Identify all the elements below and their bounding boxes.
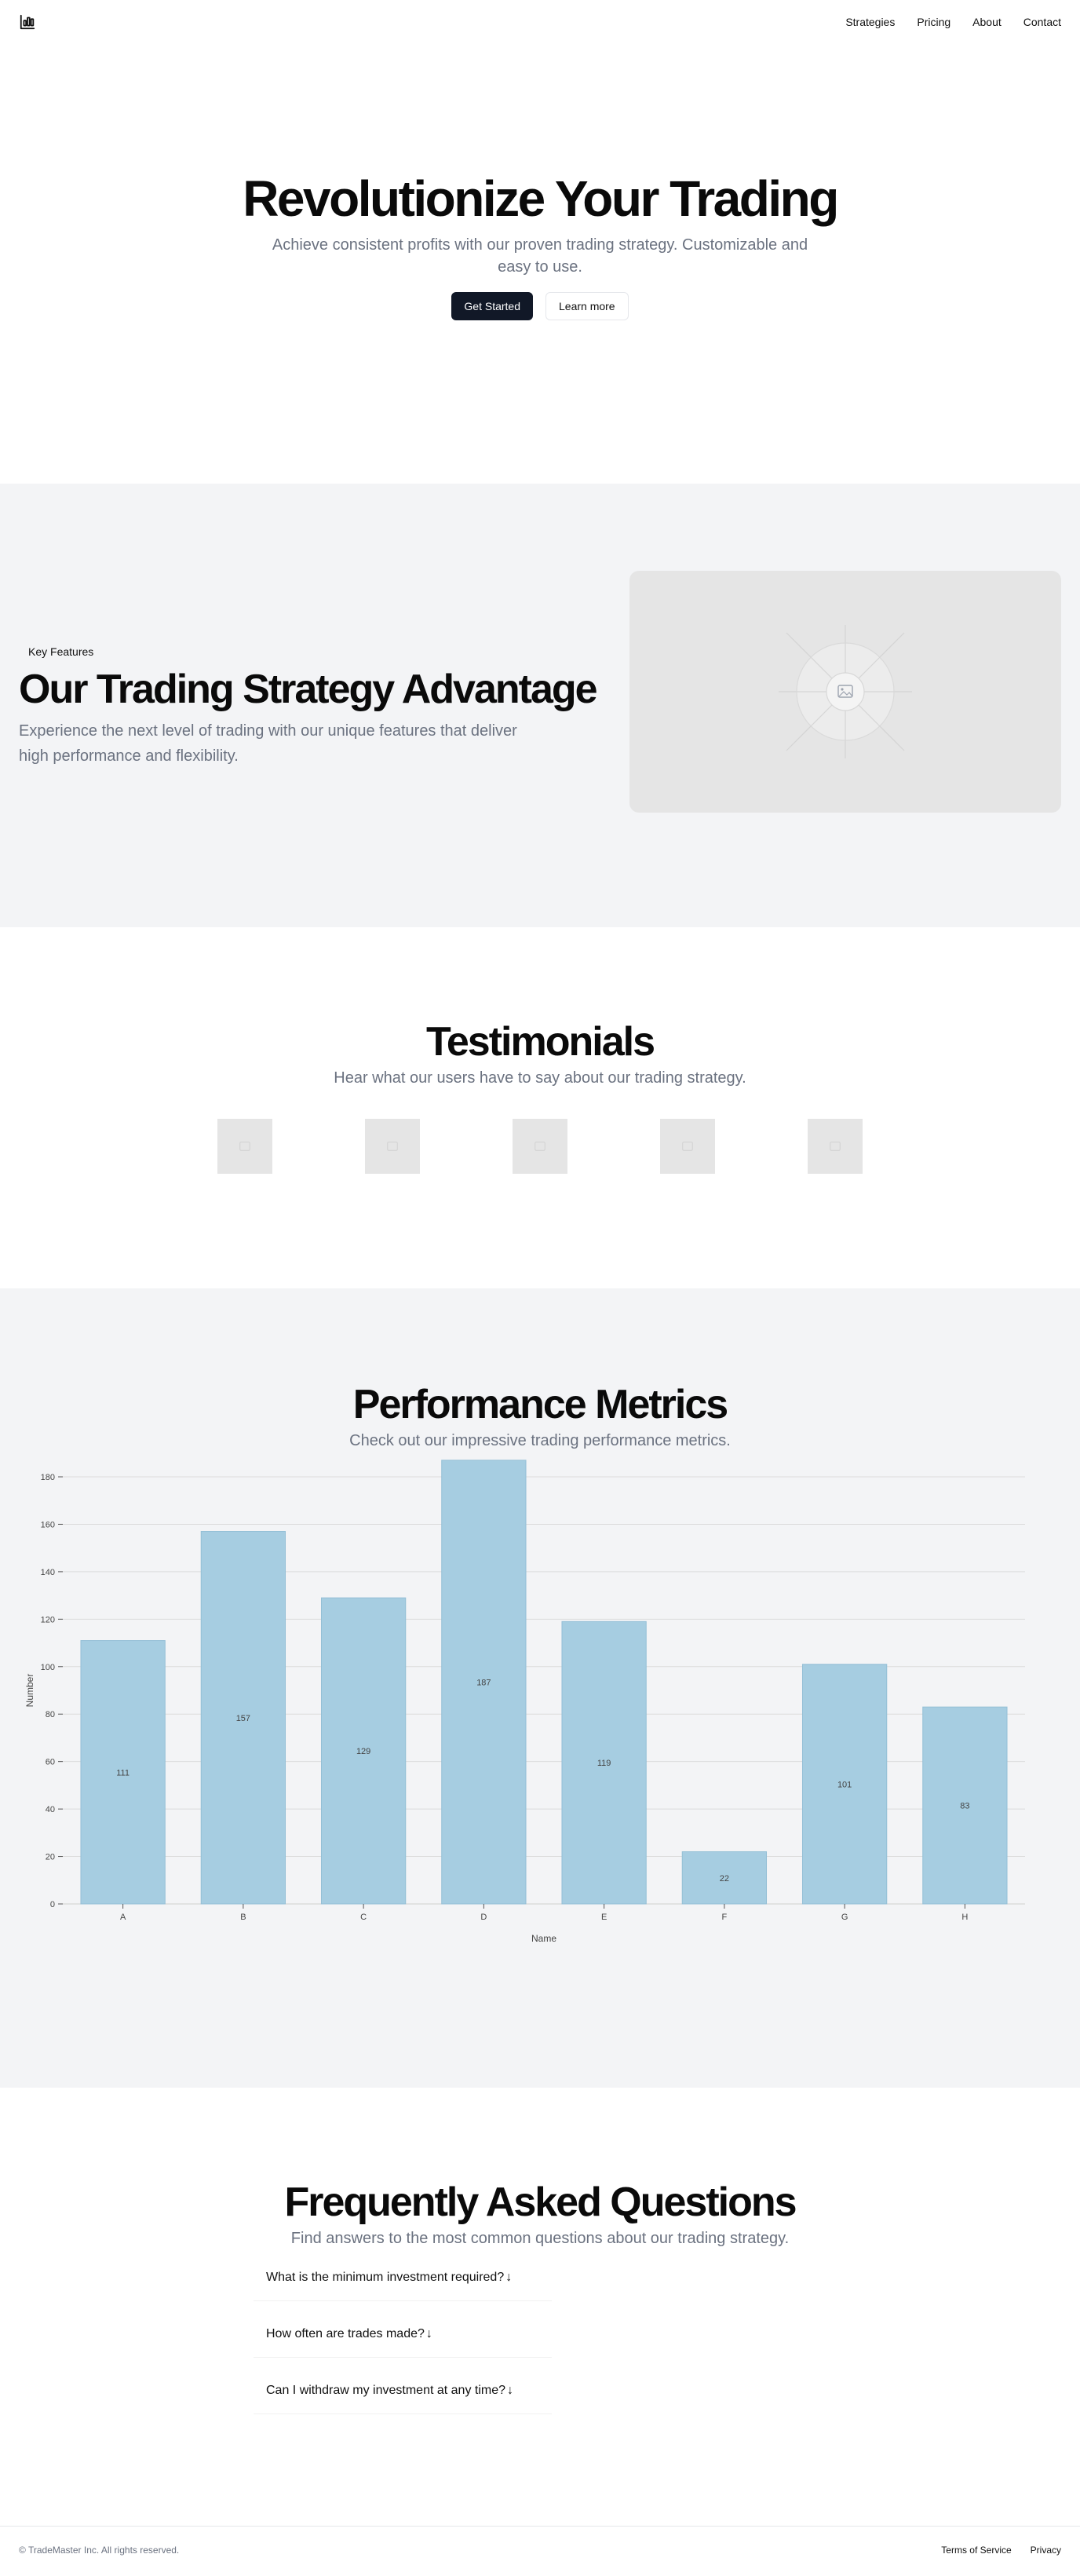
chart-bar [441, 1460, 527, 1905]
copyright-text: © TradeMaster Inc. All rights reserved. [19, 2544, 180, 2556]
testimonials-subtitle: Hear what our users have to say about ou… [334, 1069, 746, 1087]
testimonials-section: Testimonials Hear what our users have to… [0, 927, 1080, 1288]
chart-bar [200, 1531, 286, 1905]
nav-pricing[interactable]: Pricing [917, 16, 951, 28]
bar-value-label: 22 [720, 1874, 729, 1884]
features-text: Key Features Our Trading Strategy Advant… [19, 642, 600, 769]
nav-about[interactable]: About [972, 16, 1002, 28]
nav-contact[interactable]: Contact [1023, 16, 1061, 28]
testimonial-avatar [217, 1119, 272, 1175]
hero-title: Revolutionize Your Trading [243, 170, 839, 228]
faq-question-text: Can I withdraw my investment at any time… [266, 2383, 506, 2397]
hero-section: Revolutionize Your Trading Achieve consi… [0, 44, 1080, 484]
chart-bar [80, 1640, 166, 1905]
feature-image-placeholder [629, 570, 1061, 813]
faq-question-text: What is the minimum investment required? [266, 2270, 505, 2284]
x-tick-label: D [480, 1913, 487, 1922]
faq-section: Frequently Asked Questions Find answers … [0, 2088, 1080, 2526]
chart-bar [320, 1597, 407, 1905]
image-icon [535, 1142, 545, 1152]
x-tick-label: E [601, 1913, 607, 1922]
features-section: Key Features Our Trading Strategy Advant… [0, 484, 1080, 927]
chart-bar [801, 1664, 888, 1905]
metrics-title: Performance Metrics [352, 1382, 728, 1427]
image-icon [830, 1142, 841, 1152]
features-description: Experience the next level of trading wit… [19, 722, 517, 765]
bar-value-label: 187 [476, 1679, 491, 1688]
y-tick-label: 180 [41, 1473, 55, 1482]
nav-strategies[interactable]: Strategies [845, 16, 896, 28]
testimonial-avatar [365, 1119, 420, 1175]
bar-value-label: 111 [116, 1768, 130, 1778]
chart-bar [561, 1621, 647, 1905]
privacy-link[interactable]: Privacy [1030, 2544, 1061, 2556]
faq-question-text: How often are trades made? [266, 2326, 425, 2340]
arrow-down-icon: ↓ [507, 2383, 514, 2397]
x-tick-label: G [841, 1913, 848, 1922]
x-tick-label: C [360, 1913, 367, 1922]
image-placeholder-icon [779, 624, 912, 758]
bar-value-label: 119 [597, 1759, 611, 1768]
site-header: Strategies Pricing About Contact [0, 0, 1080, 44]
y-tick-label: 60 [46, 1758, 55, 1767]
y-tick-label: 40 [46, 1805, 55, 1814]
get-started-button[interactable]: Get Started [451, 291, 533, 320]
x-axis-title: Name [531, 1933, 556, 1944]
testimonial-avatar [660, 1119, 715, 1175]
features-title: Our Trading Strategy Advantage [19, 666, 598, 712]
learn-more-button[interactable]: Learn more [545, 291, 629, 320]
y-tick-label: 120 [41, 1616, 55, 1625]
y-tick-label: 80 [46, 1710, 55, 1719]
image-icon [682, 1142, 693, 1152]
y-tick-label: 160 [41, 1521, 55, 1530]
metrics-section: Performance Metrics Check out our impres… [0, 1288, 1080, 2088]
bar-value-label: 101 [837, 1781, 852, 1790]
performance-bar-chart: 0 20 40 60 80 100 120 140 160 180 111 A 157 B 129 C 187 D… [24, 1460, 1025, 1944]
site-footer: © TradeMaster Inc. All rights reserved. … [0, 2526, 1080, 2573]
y-tick-label: 100 [41, 1663, 55, 1672]
arrow-down-icon: ↓ [425, 2326, 432, 2340]
bar-value-label: 157 [236, 1714, 250, 1723]
bar-value-label: 83 [960, 1802, 969, 1811]
hero-subtitle: Achieve consistent profits with our prov… [272, 236, 808, 276]
faq-question[interactable]: What is the minimum investment required?… [254, 2254, 552, 2302]
x-tick-label: B [240, 1913, 246, 1922]
chart-bar [922, 1706, 1008, 1905]
y-tick-label: 140 [41, 1568, 55, 1577]
arrow-down-icon: ↓ [505, 2270, 513, 2284]
testimonial-avatar [513, 1119, 567, 1175]
y-axis-title: Number [24, 1674, 35, 1708]
faq-title: Frequently Asked Questions [284, 2180, 797, 2225]
footer-links: Terms of Service Privacy [941, 2545, 1061, 2556]
testimonials-title: Testimonials [425, 1019, 655, 1065]
y-tick-label: 20 [46, 1853, 55, 1862]
faq-question[interactable]: Can I withdraw my investment at any time… [254, 2367, 552, 2415]
testimonial-avatars [217, 1119, 863, 1175]
metrics-subtitle: Check out our impressive trading perform… [349, 1432, 731, 1450]
y-tick-label: 0 [50, 1900, 55, 1909]
faq-question[interactable]: How often are trades made? ↓ [254, 2311, 552, 2359]
terms-link[interactable]: Terms of Service [941, 2544, 1012, 2556]
faq-subtitle: Find answers to the most common question… [290, 2230, 790, 2248]
metrics-chart-container: 0 20 40 60 80 100 120 140 160 180 111 A 157 B 129 C 187 D… [0, 1458, 1080, 2008]
image-icon [387, 1142, 398, 1152]
main-nav: Strategies Pricing About Contact [845, 16, 1061, 28]
testimonial-avatar [808, 1119, 863, 1175]
image-icon [239, 1142, 250, 1152]
key-features-badge: Key Features [28, 645, 94, 658]
chart-logo-icon[interactable] [19, 13, 36, 31]
bar-value-label: 129 [356, 1747, 370, 1756]
faq-list: What is the minimum investment required?… [254, 2254, 826, 2424]
x-tick-label: F [722, 1913, 728, 1922]
hero-buttons: Get Started Learn more [451, 291, 629, 320]
x-tick-label: H [961, 1913, 968, 1922]
x-tick-label: A [120, 1913, 126, 1922]
